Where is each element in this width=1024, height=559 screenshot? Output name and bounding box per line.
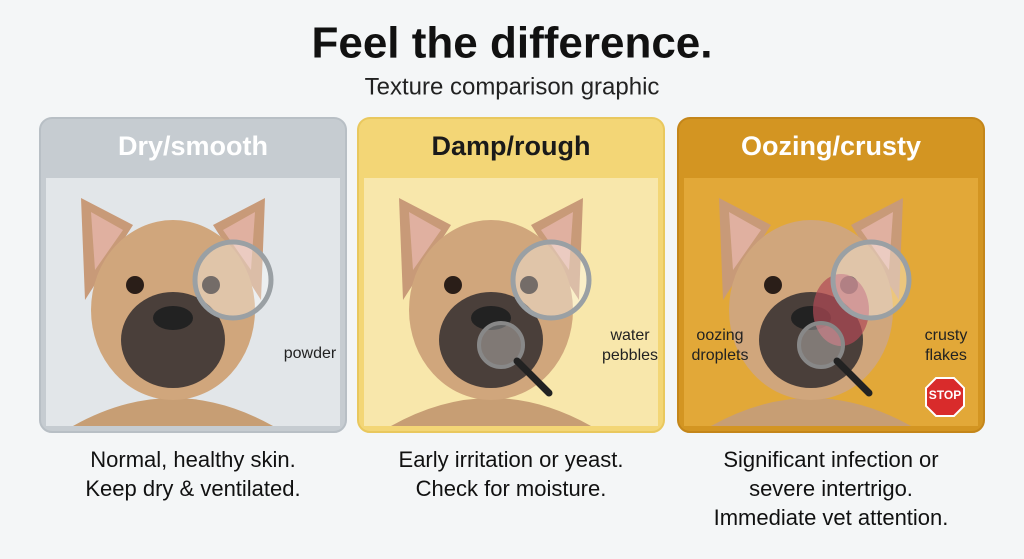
magnifier <box>192 239 274 321</box>
dog-body <box>391 398 591 426</box>
dog-eye <box>444 276 462 294</box>
title: Feel the difference. <box>311 19 712 68</box>
magnifier-handle <box>513 357 553 397</box>
dog-eye <box>126 276 144 294</box>
caption: Check for moisture. <box>416 476 607 501</box>
magnifier-handle <box>833 357 873 397</box>
dog-muzzle <box>121 292 225 388</box>
magnifier <box>510 239 592 321</box>
caption: severe intertrigo. <box>749 476 913 501</box>
subtitle: Texture comparison graphic <box>365 73 660 100</box>
dog-body <box>73 398 273 426</box>
caption: Normal, healthy skin. <box>90 447 295 472</box>
texture-label: flakes <box>925 347 967 364</box>
texture-label: oozing <box>696 327 743 344</box>
magnifier-small <box>477 321 525 369</box>
texture-label: pebbles <box>602 347 658 364</box>
magnifier <box>830 239 912 321</box>
texture-label: powder <box>284 345 337 362</box>
dog-eye <box>520 276 538 294</box>
card-title: Damp/rough <box>432 131 591 161</box>
texture-label: STOP <box>929 388 961 402</box>
dog-ear-inner <box>409 212 441 270</box>
lesion <box>813 274 869 346</box>
stop-sign <box>925 377 965 417</box>
texture-label: crusty <box>925 327 968 344</box>
caption: Early irritation or yeast. <box>399 447 624 472</box>
texture-label: droplets <box>692 347 749 364</box>
caption: Immediate vet attention. <box>714 505 949 530</box>
dog-body <box>711 398 911 426</box>
dog-ear-inner <box>729 212 761 270</box>
dog-nose <box>153 306 193 330</box>
dog-eye <box>202 276 220 294</box>
caption: Keep dry & ventilated. <box>85 476 300 501</box>
card-title: Oozing/crusty <box>741 131 921 161</box>
dog-eye <box>764 276 782 294</box>
texture-label: water <box>609 327 650 344</box>
dog-ear-inner <box>91 212 123 270</box>
card-title: Dry/smooth <box>118 131 268 161</box>
caption: Significant infection or <box>723 447 938 472</box>
cards: Dry/smooth powder Normal, healthy skin. Kee… <box>39 117 985 530</box>
magnifier-small <box>797 321 845 369</box>
